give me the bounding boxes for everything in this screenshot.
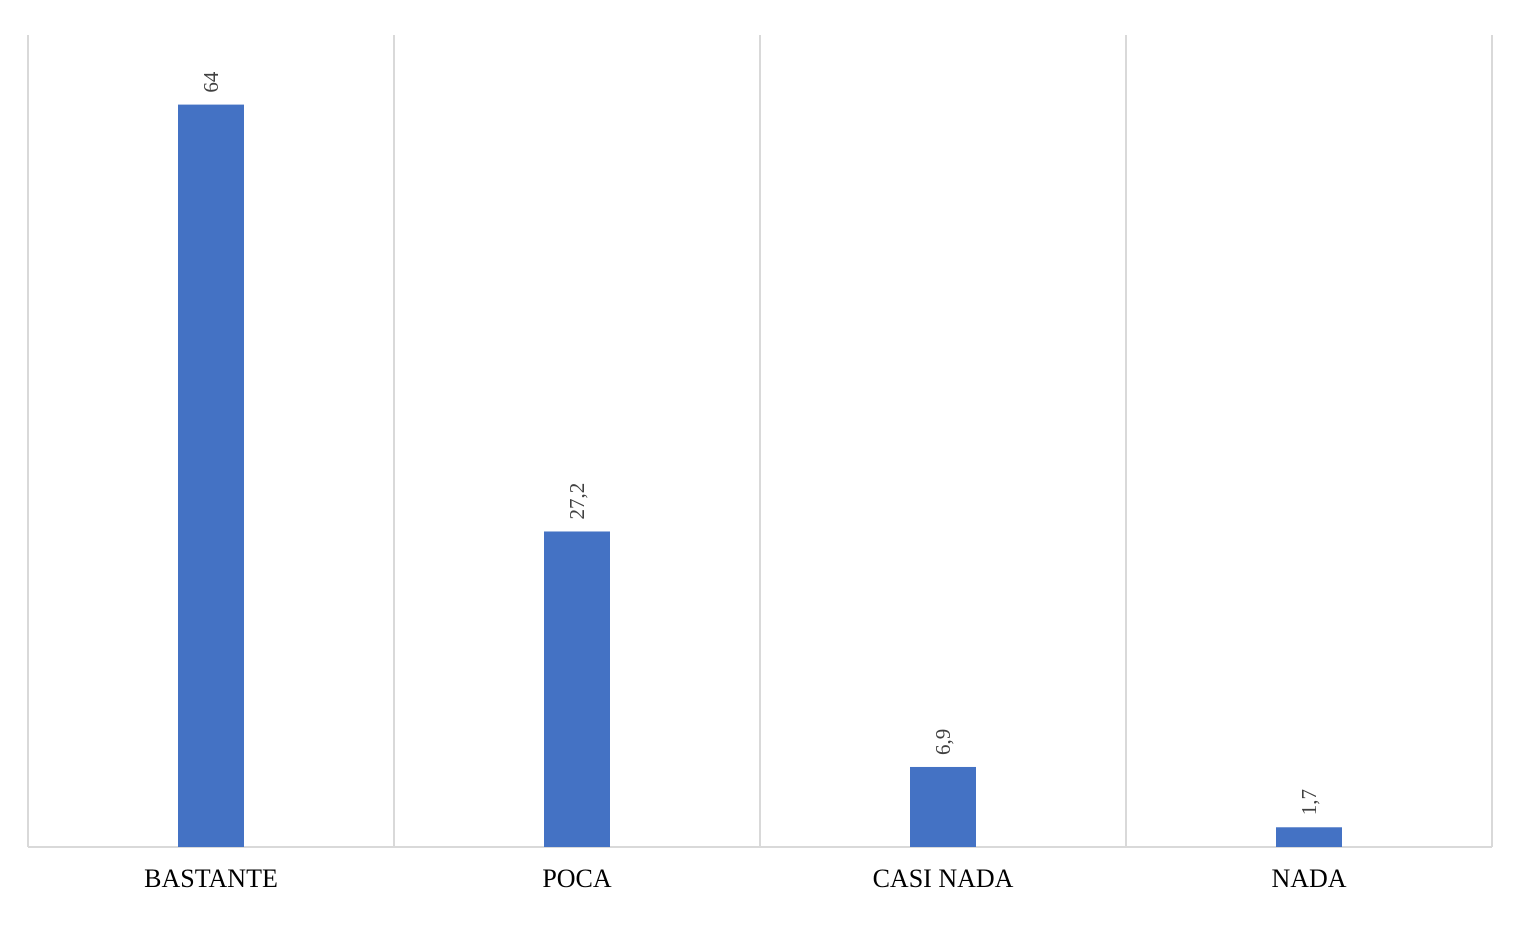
bar bbox=[1276, 827, 1342, 847]
bar bbox=[910, 766, 976, 847]
x-tick-label: NADA bbox=[1271, 864, 1346, 893]
data-label: 6,9 bbox=[931, 729, 955, 755]
data-label: 1,7 bbox=[1297, 789, 1321, 815]
data-label: 27,2 bbox=[565, 483, 589, 520]
x-tick-label: POCA bbox=[542, 864, 612, 893]
data-label: 64 bbox=[199, 71, 223, 93]
bar bbox=[544, 531, 610, 847]
x-tick-label: BASTANTE bbox=[144, 864, 278, 893]
x-tick-label: CASI NADA bbox=[873, 864, 1014, 893]
bar bbox=[178, 104, 244, 848]
